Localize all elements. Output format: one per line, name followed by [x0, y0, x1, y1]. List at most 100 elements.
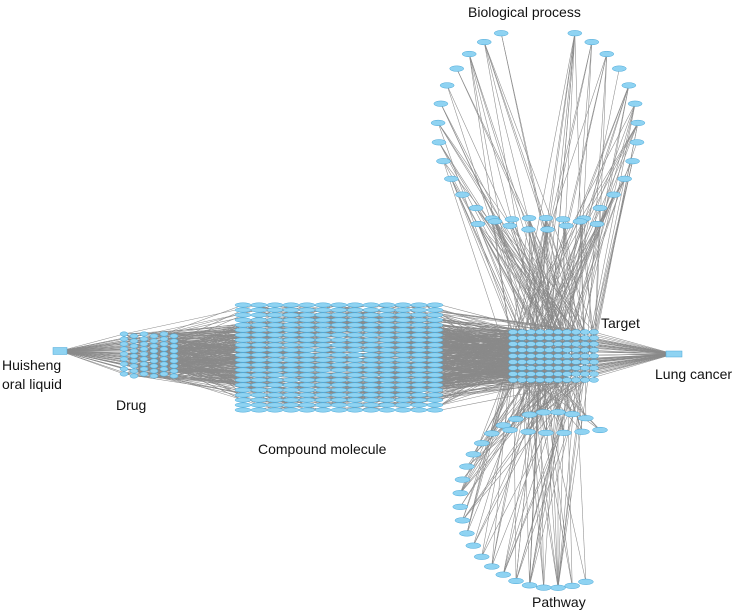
biological-process-node	[444, 175, 459, 182]
compound-node	[250, 372, 268, 378]
biological-process-node	[612, 65, 627, 72]
compound-node	[250, 327, 268, 333]
network-edge	[521, 343, 544, 588]
biological-process-node	[540, 226, 555, 233]
drug-node	[129, 358, 139, 364]
compound-node	[410, 367, 428, 373]
target-node	[526, 359, 536, 365]
network-edge	[593, 331, 675, 355]
compound-node	[362, 337, 380, 343]
compound-node	[378, 362, 396, 368]
compound-node	[298, 402, 316, 408]
target-node	[571, 377, 581, 383]
network-edge	[59, 343, 125, 352]
compound-node	[378, 337, 396, 343]
target-node	[580, 353, 590, 359]
biological-process-node	[493, 30, 509, 37]
compound-node	[394, 387, 412, 393]
compound-node	[410, 317, 428, 323]
network-edge	[584, 349, 675, 355]
drug-node	[139, 356, 149, 362]
target-node	[553, 335, 563, 341]
target-node	[553, 359, 563, 365]
drug-node	[139, 361, 149, 367]
network-edge	[503, 361, 586, 575]
compound-node	[410, 352, 428, 358]
target-node	[571, 359, 581, 365]
compound-node	[298, 322, 316, 328]
network-edge	[529, 373, 541, 586]
compound-node	[234, 397, 252, 403]
target-node	[526, 329, 536, 335]
target-node	[526, 365, 536, 371]
compound-node	[410, 362, 428, 368]
compound-node	[346, 327, 364, 333]
target-node	[508, 335, 518, 341]
pathway-node	[452, 490, 469, 497]
compound-node	[314, 312, 332, 318]
drug-node	[159, 336, 169, 342]
target-node	[571, 353, 581, 359]
biological-process-node	[436, 158, 451, 165]
drug-node	[129, 353, 139, 359]
drug-node	[139, 346, 149, 352]
biological-process-node	[504, 216, 520, 223]
biological-process-node	[461, 50, 477, 58]
network-edge	[575, 379, 587, 582]
drug-node	[139, 366, 149, 372]
target-node	[517, 329, 527, 335]
compound-node	[394, 407, 412, 413]
target-node	[562, 377, 572, 383]
target-node	[580, 365, 590, 371]
target-node	[535, 365, 545, 371]
compound-node	[298, 347, 316, 353]
network-edge	[446, 85, 541, 375]
compound-node	[330, 407, 348, 413]
compound-node	[250, 302, 268, 308]
pathway-node	[465, 542, 482, 549]
drug-node	[139, 351, 149, 357]
network-edge	[539, 103, 636, 363]
compound-node	[330, 302, 348, 308]
compound-node	[378, 382, 396, 388]
compound-node	[314, 337, 332, 343]
pathway-node	[538, 429, 554, 436]
compound-node	[394, 317, 412, 323]
target-node	[553, 329, 563, 335]
compound-node	[346, 387, 364, 393]
compound-node	[266, 377, 284, 383]
network-edge	[575, 42, 593, 369]
network-edge	[584, 161, 633, 363]
compound-node	[394, 367, 412, 373]
compound-node	[282, 397, 300, 403]
compound-node	[378, 327, 396, 333]
drug-node	[159, 351, 169, 357]
compound-node	[426, 372, 444, 378]
compound-node	[378, 317, 396, 323]
pathway-node	[473, 553, 490, 560]
target-node	[562, 335, 572, 341]
drug-node	[169, 363, 179, 369]
compound-node	[314, 382, 332, 388]
target-node	[580, 377, 590, 383]
compound-node	[266, 352, 284, 358]
network-edge	[539, 33, 576, 369]
target-node	[544, 335, 554, 341]
compound-node	[362, 322, 380, 328]
network-edge	[562, 219, 586, 381]
pathway-node	[578, 578, 594, 585]
compound-node	[378, 367, 396, 373]
biological-process-node	[430, 119, 446, 126]
compound-node	[346, 377, 364, 383]
biological-process-node	[629, 139, 645, 146]
compound-node	[266, 327, 284, 333]
compound-node	[250, 362, 268, 368]
compound-node	[410, 322, 428, 328]
compound-node	[234, 367, 252, 373]
compound-node	[410, 397, 428, 403]
huisheng-oral-liquid-label: Huisheng oral liquid	[2, 356, 62, 394]
compound-node	[330, 312, 348, 318]
compound-node	[314, 357, 332, 363]
compound-node	[378, 332, 396, 338]
compound-node	[314, 327, 332, 333]
